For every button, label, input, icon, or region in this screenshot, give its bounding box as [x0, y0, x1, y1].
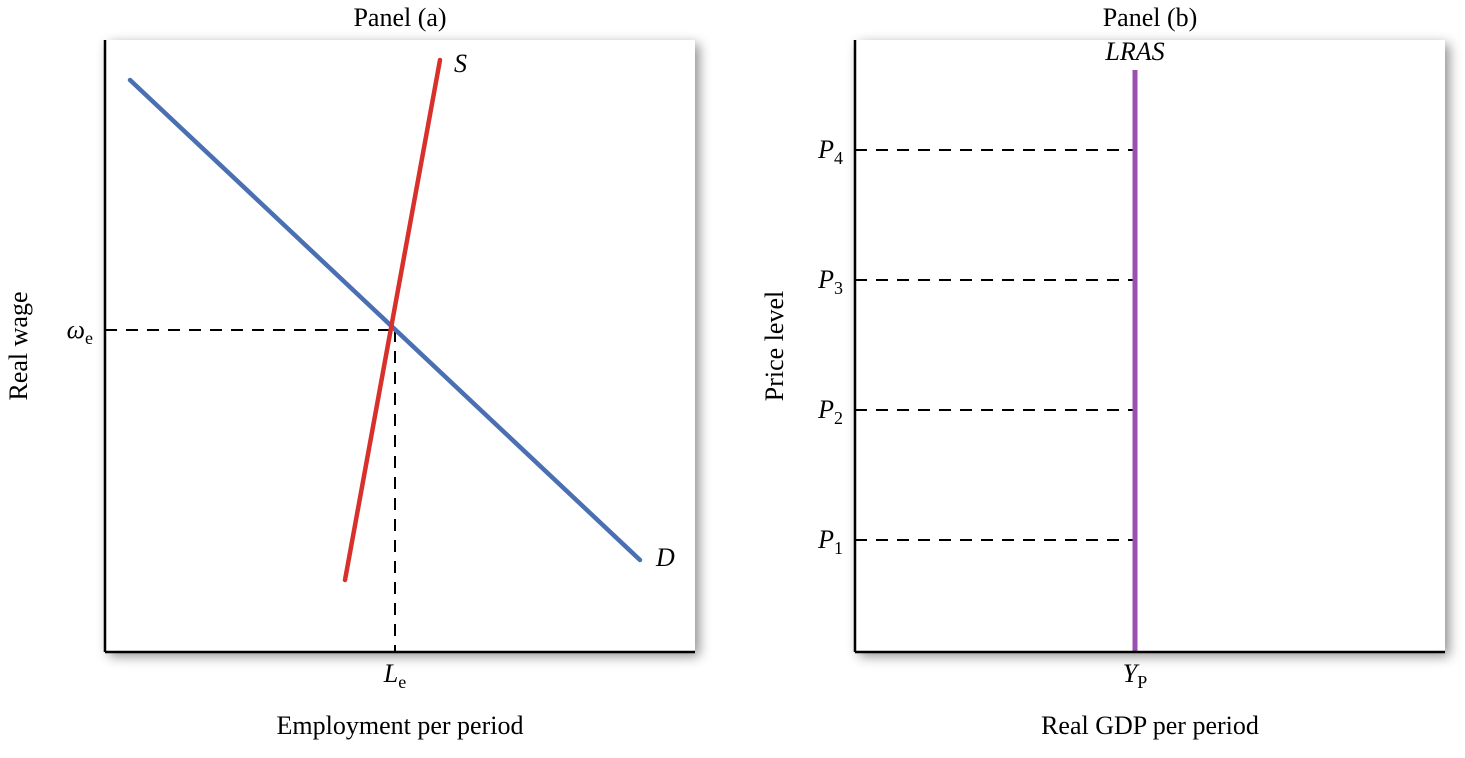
panel-b-xlabel: Real GDP per period: [1041, 711, 1259, 740]
panel-a-ylabel: Real wage: [4, 291, 33, 400]
price-level-label: P3: [817, 265, 843, 298]
supply-label: S: [454, 49, 467, 78]
panel-b-xtick: YP: [1123, 659, 1147, 692]
demand-label: D: [655, 543, 675, 572]
price-level-label: P2: [817, 395, 843, 428]
price-level-label: P4: [817, 135, 843, 168]
panel-a-ytick: ωe: [67, 315, 93, 348]
lras-label: LRAS: [1104, 37, 1164, 66]
panel-a-plot-area: [105, 40, 695, 652]
figure-root: Panel (a) Real wage Employment per period D…: [0, 0, 1465, 758]
panel-a-title: Panel (a): [353, 3, 446, 32]
price-level-label: P1: [817, 525, 843, 558]
panel-a-xtick: Le: [383, 659, 406, 692]
panel-b-plot-area: [855, 40, 1445, 652]
panel-b-title: Panel (b): [1103, 3, 1198, 32]
panel-a-xlabel: Employment per period: [277, 711, 524, 740]
panel-b-ylabel: Price level: [760, 291, 789, 401]
figure-svg: Panel (a) Real wage Employment per period D…: [0, 0, 1465, 758]
